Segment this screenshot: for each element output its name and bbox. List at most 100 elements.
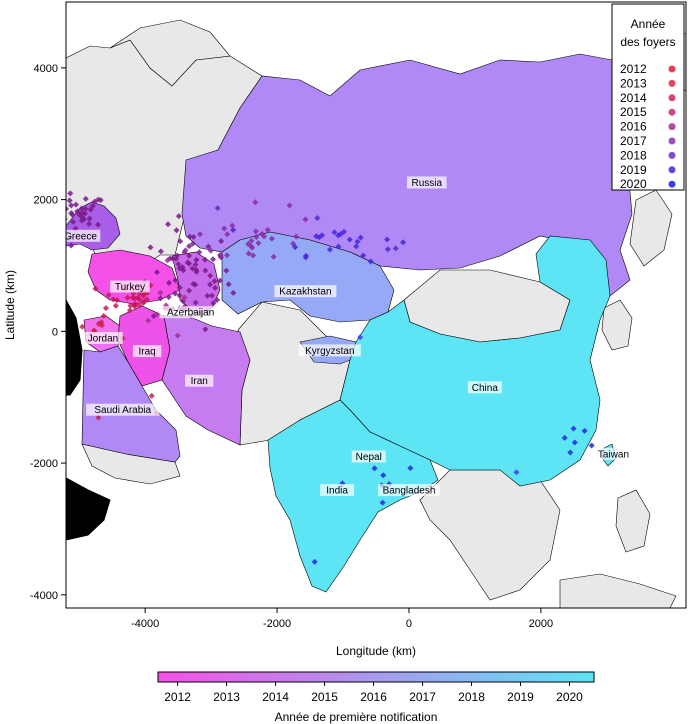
country-label-background (351, 450, 386, 463)
outbreak-point (357, 234, 364, 241)
outbreak-point (210, 256, 217, 263)
country-label-background (467, 381, 502, 394)
outbreak-point (513, 469, 520, 476)
colorbar-tick-label: 2014 (262, 690, 289, 704)
outbreak-point (95, 320, 102, 327)
outbreak-point (147, 244, 154, 251)
outbreak-point (561, 434, 568, 441)
colorbar-tick-label: 2015 (311, 690, 338, 704)
outbreak-point (186, 233, 193, 240)
country-label-background (377, 484, 440, 497)
outbreak-point (264, 226, 271, 233)
country-label-background (132, 345, 162, 358)
outbreak-point (79, 323, 86, 330)
country-label: Bangladesh (383, 486, 436, 497)
outbreak-point (78, 205, 85, 212)
outbreak-point (57, 222, 63, 228)
country-label-background (274, 285, 337, 298)
outbreak-point (169, 255, 176, 262)
outbreak-point (261, 233, 268, 240)
outbreak-point (249, 244, 256, 251)
year-legend-label: 2014 (620, 91, 647, 105)
outbreak-point (110, 296, 117, 303)
outbreak-point (346, 236, 353, 243)
outbreak-point (190, 234, 197, 241)
outbreak-point (153, 269, 160, 276)
country-label: Russia (411, 178, 442, 189)
y-tick-label: -2000 (30, 458, 58, 470)
x-axis: -4000 -2000 0 2000 (131, 608, 553, 630)
outbreak-point (253, 234, 260, 241)
outbreak-point (177, 238, 184, 245)
colorbar: 2012 2013 2014 2015 2016 2017 2018 2019 2020 Ann… (157, 671, 595, 724)
outbreak-point (252, 228, 259, 235)
outbreak-point (176, 284, 183, 291)
outbreak-point (186, 260, 193, 267)
outbreak-point (148, 392, 155, 399)
y-axis: -4000 -2000 0 2000 4000 (30, 63, 66, 602)
outbreak-point (154, 311, 161, 318)
outbreak-point (55, 210, 61, 216)
outbreak-point (131, 295, 138, 302)
outbreak-point (314, 215, 321, 222)
outbreak-point (172, 290, 179, 297)
outbreak-point (181, 294, 188, 301)
country-label: Turkey (115, 282, 145, 293)
outbreak-point (165, 279, 172, 286)
outbreak-point (70, 218, 77, 225)
outbreak-point (74, 208, 81, 215)
outbreak-point (207, 272, 214, 279)
country-label: India (326, 486, 348, 497)
year-legend-label: 2019 (620, 163, 647, 177)
outbreak-point (165, 294, 172, 301)
outbreak-point (124, 294, 131, 301)
year-legend-swatch (668, 166, 676, 174)
outbreak-point (173, 227, 180, 234)
outbreak-point (182, 247, 189, 254)
outbreak-point (193, 266, 200, 273)
outbreak-point (407, 465, 414, 472)
year-legend: Année des foyers 20122013201420152016201… (611, 3, 685, 191)
country-label: China (472, 383, 499, 394)
outbreak-point (175, 261, 182, 268)
outbreak-point (214, 205, 221, 212)
country-label-background (298, 344, 361, 357)
outbreak-point (302, 254, 309, 261)
country-label-background (83, 331, 123, 344)
outbreak-point (286, 202, 293, 209)
china-region (339, 235, 611, 487)
outbreak-point (72, 201, 79, 208)
y-tick-label: 0 (52, 326, 58, 338)
outbreak-point (192, 261, 199, 268)
colorbar-tick-label: 2013 (213, 690, 240, 704)
country-label: Iraq (139, 347, 156, 358)
outbreak-point (217, 277, 224, 284)
outbreak-point (571, 439, 578, 446)
year-legend-title-line2: des foyers (620, 35, 675, 49)
indonesia-land (559, 573, 677, 608)
outbreak-point (205, 243, 212, 250)
country-label: Jordan (88, 333, 119, 344)
x-axis-title: Longitude (km) (336, 644, 416, 658)
outbreak-point (95, 414, 102, 421)
outbreak-point (230, 227, 237, 234)
outbreak-point (268, 235, 275, 242)
outbreak-point (186, 243, 193, 250)
country-label-background (86, 403, 160, 416)
outbreak-point (85, 220, 92, 227)
outbreak-point (340, 228, 347, 235)
colorbar-tick-label: 2012 (164, 690, 191, 704)
country-label: Iran (191, 376, 208, 387)
outbreak-point (588, 442, 595, 449)
year-legend-swatch (668, 123, 676, 131)
outbreak-point (105, 292, 112, 299)
outbreak-point (193, 256, 200, 263)
year-legend-label: 2015 (620, 105, 647, 119)
outbreak-point (204, 292, 211, 299)
colorbar-ticks: 2012 2013 2014 2015 2016 2017 2018 2019 2020 (164, 682, 583, 704)
country-labels: Russia Greece Turkey Azerbaijan Kazakhstan Jo… (66, 176, 634, 497)
outbreak-point (311, 558, 318, 565)
outbreak-point (80, 216, 87, 223)
outbreak-point (102, 305, 109, 312)
outbreak-point (223, 267, 230, 274)
